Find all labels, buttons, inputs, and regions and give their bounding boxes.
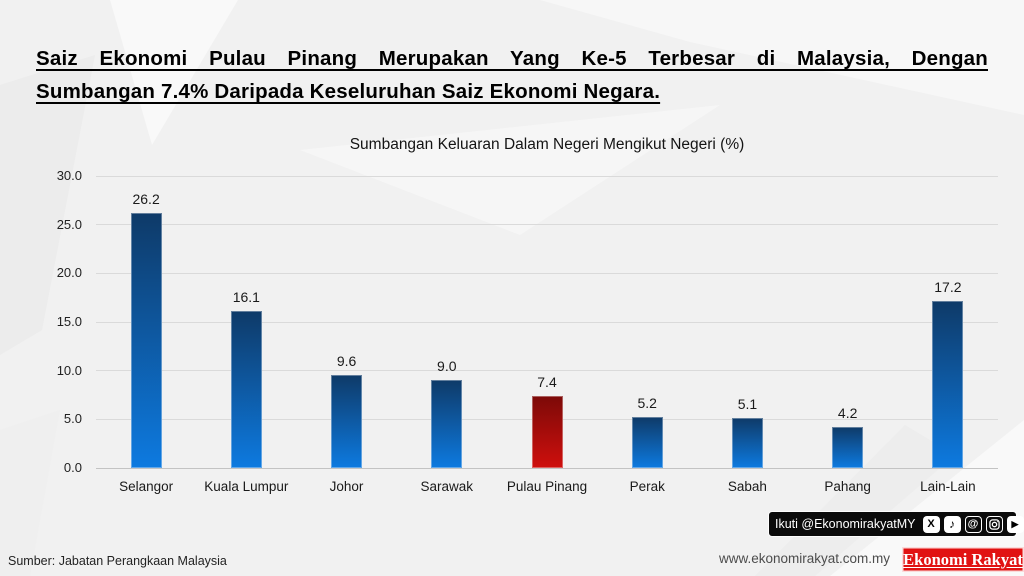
tiktok-icon: ♪ xyxy=(943,515,961,533)
x-axis-category-label: Sabah xyxy=(727,479,767,494)
bar-lain-lain xyxy=(932,300,964,468)
bar-sabah xyxy=(731,418,763,468)
x-axis-category-label: Lain-Lain xyxy=(920,479,976,494)
social-follow-label: Ikuti @EkonomirakyatMY xyxy=(775,517,916,531)
instagram-icon xyxy=(985,515,1003,533)
bar-kuala-lumpur xyxy=(230,311,262,468)
headline: Saiz Ekonomi Pulau Pinang Merupakan Yang… xyxy=(36,42,988,108)
x-axis-category-label: Pulau Pinang xyxy=(506,479,588,494)
bar-value-label: 4.2 xyxy=(837,405,858,422)
gridline xyxy=(96,467,998,469)
bar-selangor xyxy=(130,212,162,468)
gridline xyxy=(96,321,998,323)
y-axis-tick-label: 0.0 xyxy=(63,460,82,475)
x-twitter-icon: X xyxy=(922,515,940,533)
threads-icon: @ xyxy=(964,515,982,533)
y-axis-tick-label: 10.0 xyxy=(56,362,82,378)
gridline xyxy=(96,370,998,372)
gridline xyxy=(96,224,998,226)
bar-value-label: 7.4 xyxy=(537,373,557,390)
x-axis-category-label: Johor xyxy=(329,479,364,494)
x-axis-category-label: Perak xyxy=(629,479,665,494)
y-axis-tick-label: 15.0 xyxy=(56,314,82,329)
source-note: Sumber: Jabatan Perangkaan Malaysia xyxy=(8,554,227,568)
headline-line-1: Saiz Ekonomi Pulau Pinang Merupakan Yang… xyxy=(36,47,988,70)
bar-value-label: 5.2 xyxy=(637,395,657,412)
chart-title: Sumbangan Keluaran Dalam Negeri Mengikut… xyxy=(349,136,745,153)
website-url: www.ekonomirakyat.com.my xyxy=(718,551,890,566)
ekonomi-rakyat-logo: Ekonomi Rakyat xyxy=(902,547,1024,572)
y-axis-tick-label: 5.0 xyxy=(63,411,82,427)
x-axis-category-label: Kuala Lumpur xyxy=(204,479,289,494)
bar-pulau-pinang-highlight xyxy=(531,395,563,468)
y-axis-tick-label: 25.0 xyxy=(56,216,82,232)
bar-value-label: 17.2 xyxy=(934,278,962,295)
y-axis-tick-label: 20.0 xyxy=(56,265,82,281)
y-axis-tick-label: 30.0 xyxy=(56,168,82,183)
social-follow-bar: Ikuti @EkonomirakyatMY X ♪ @ ▶ ➤ xyxy=(768,511,1024,537)
bar-value-label: 9.0 xyxy=(437,358,457,375)
bar-sarawak xyxy=(431,380,463,468)
bar-perak xyxy=(631,417,663,468)
x-axis-category-label: Pahang xyxy=(824,479,871,494)
bar-value-label: 16.1 xyxy=(232,289,260,306)
gridline xyxy=(96,272,998,274)
x-axis-category-label: Sarawak xyxy=(420,479,474,494)
x-axis-category-label: Selangor xyxy=(119,479,174,494)
bar-value-label: 9.6 xyxy=(336,352,357,369)
gridline xyxy=(96,175,998,177)
plot-area: 0.0 5.0 10.0 15.0 20.0 25.0 30.0 26.2 Selangor 16… xyxy=(57,168,998,494)
bar-value-label: 26.2 xyxy=(132,190,160,207)
youtube-icon: ▶ xyxy=(1006,515,1024,533)
bar-johor xyxy=(331,374,363,468)
headline-line-2: Sumbangan 7.4% Daripada Keseluruhan Saiz… xyxy=(36,80,661,103)
bar-pahang xyxy=(832,427,864,468)
bar-value-label: 5.1 xyxy=(737,396,758,413)
